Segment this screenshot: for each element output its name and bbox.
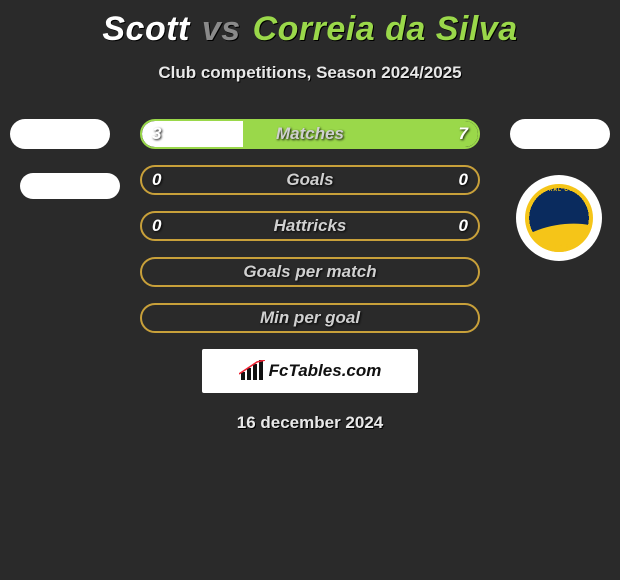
value-player1: 3 — [152, 119, 161, 149]
bar-label: Min per goal — [140, 303, 480, 333]
brand-box: FcTables.com — [202, 349, 418, 393]
date-text: 16 december 2024 — [0, 413, 620, 433]
stat-row-min-per-goal: Min per goal — [140, 303, 480, 333]
brand-text: FcTables.com — [269, 361, 382, 381]
player2-name: Correia da Silva — [253, 10, 518, 48]
vs-text: vs — [202, 10, 241, 48]
subtitle: Club competitions, Season 2024/2025 — [0, 63, 620, 83]
bar-label: Goals — [140, 165, 480, 195]
player1-club-badge — [20, 173, 120, 199]
bar-label: Goals per match — [140, 257, 480, 287]
value-player1: 0 — [152, 211, 161, 241]
value-player2: 0 — [459, 211, 468, 241]
stats-block: CENTRAL COAST MARINERS Matches37Goals00H… — [0, 119, 620, 333]
stat-row-goals: Goals0 0 — [140, 165, 480, 195]
bar-label: Hattricks — [140, 211, 480, 241]
bar-chart-icon — [239, 360, 265, 382]
player2-club-badge: CENTRAL COAST MARINERS — [516, 175, 602, 261]
stat-row-matches: Matches3 7 — [140, 119, 480, 149]
player1-name: Scott — [102, 10, 190, 48]
stat-row-goals-per-match: Goals per match — [140, 257, 480, 287]
stat-row-hattricks: Hattricks0 0 — [140, 211, 480, 241]
player2-avatar — [510, 119, 610, 149]
page-title: Scott vs Correia da Silva — [0, 0, 620, 49]
bar-label: Matches — [140, 119, 480, 149]
value-player2: 7 — [459, 119, 468, 149]
player1-avatar — [10, 119, 110, 149]
value-player1: 0 — [152, 165, 161, 195]
value-player2: 0 — [459, 165, 468, 195]
mariners-badge-icon: CENTRAL COAST MARINERS — [525, 184, 593, 252]
